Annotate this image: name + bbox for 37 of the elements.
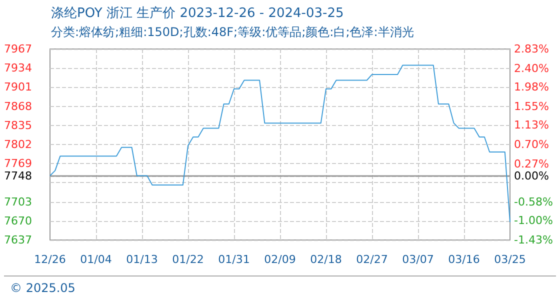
x-tick-label: 03/25 bbox=[494, 253, 526, 266]
y-tick-label: 7934 bbox=[4, 62, 32, 75]
y2-tick-label: 0.70% bbox=[514, 138, 549, 151]
x-tick-label: 03/16 bbox=[448, 253, 480, 266]
y2-tick-label: -1.00% bbox=[514, 214, 553, 228]
y-tick-label: 7967 bbox=[4, 42, 32, 56]
x-tick-label: 01/04 bbox=[80, 253, 112, 266]
x-tick-label: 02/18 bbox=[310, 253, 342, 266]
x-tick-label: 02/09 bbox=[264, 253, 296, 266]
x-tick-label: 01/13 bbox=[126, 253, 158, 266]
x-tick-label: 01/22 bbox=[172, 253, 204, 266]
y-tick-label: 7868 bbox=[4, 100, 32, 113]
y2-tick-label: 1.98% bbox=[514, 80, 549, 94]
line-series bbox=[50, 64, 510, 223]
y-tick-label: 7901 bbox=[4, 80, 32, 94]
y-tick-label: 7802 bbox=[4, 138, 32, 151]
y2-tick-label: 0.00% bbox=[514, 169, 549, 182]
x-tick-label: 12/26 bbox=[34, 253, 66, 266]
y-tick-label: 7670 bbox=[4, 214, 32, 228]
y2-tick-label: 1.13% bbox=[514, 118, 549, 132]
y2-tick-label: 2.83% bbox=[514, 42, 549, 56]
y-tick-label: 7637 bbox=[4, 234, 32, 246]
y-tick-label: 7748 bbox=[4, 169, 32, 182]
y-tick-label: 7703 bbox=[4, 195, 32, 208]
y2-tick-label: 1.55% bbox=[514, 100, 549, 113]
chart-subtitle: 分类:熔体纺;粗细:150D;孔数:48F;等级:优等品;颜色:白;色泽:半消光 bbox=[51, 25, 414, 39]
text: © 2025.05 bbox=[10, 281, 76, 295]
chart-title: 涤纶POY 浙江 生产价 2023-12-26 - 2024-03-25 bbox=[51, 6, 344, 21]
y-tick-label: 7835 bbox=[4, 118, 32, 132]
y2-tick-label: 0.27% bbox=[514, 157, 549, 170]
y2-tick-label: -1.43% bbox=[514, 234, 553, 246]
y2-tick-label: 2.40% bbox=[514, 62, 549, 75]
x-tick-label: 02/27 bbox=[356, 253, 388, 266]
y2-tick-label: -0.58% bbox=[514, 195, 553, 208]
y-tick-label: 7769 bbox=[4, 157, 32, 170]
x-tick-label: 01/31 bbox=[218, 253, 250, 266]
x-tick-label: 03/07 bbox=[402, 253, 434, 266]
